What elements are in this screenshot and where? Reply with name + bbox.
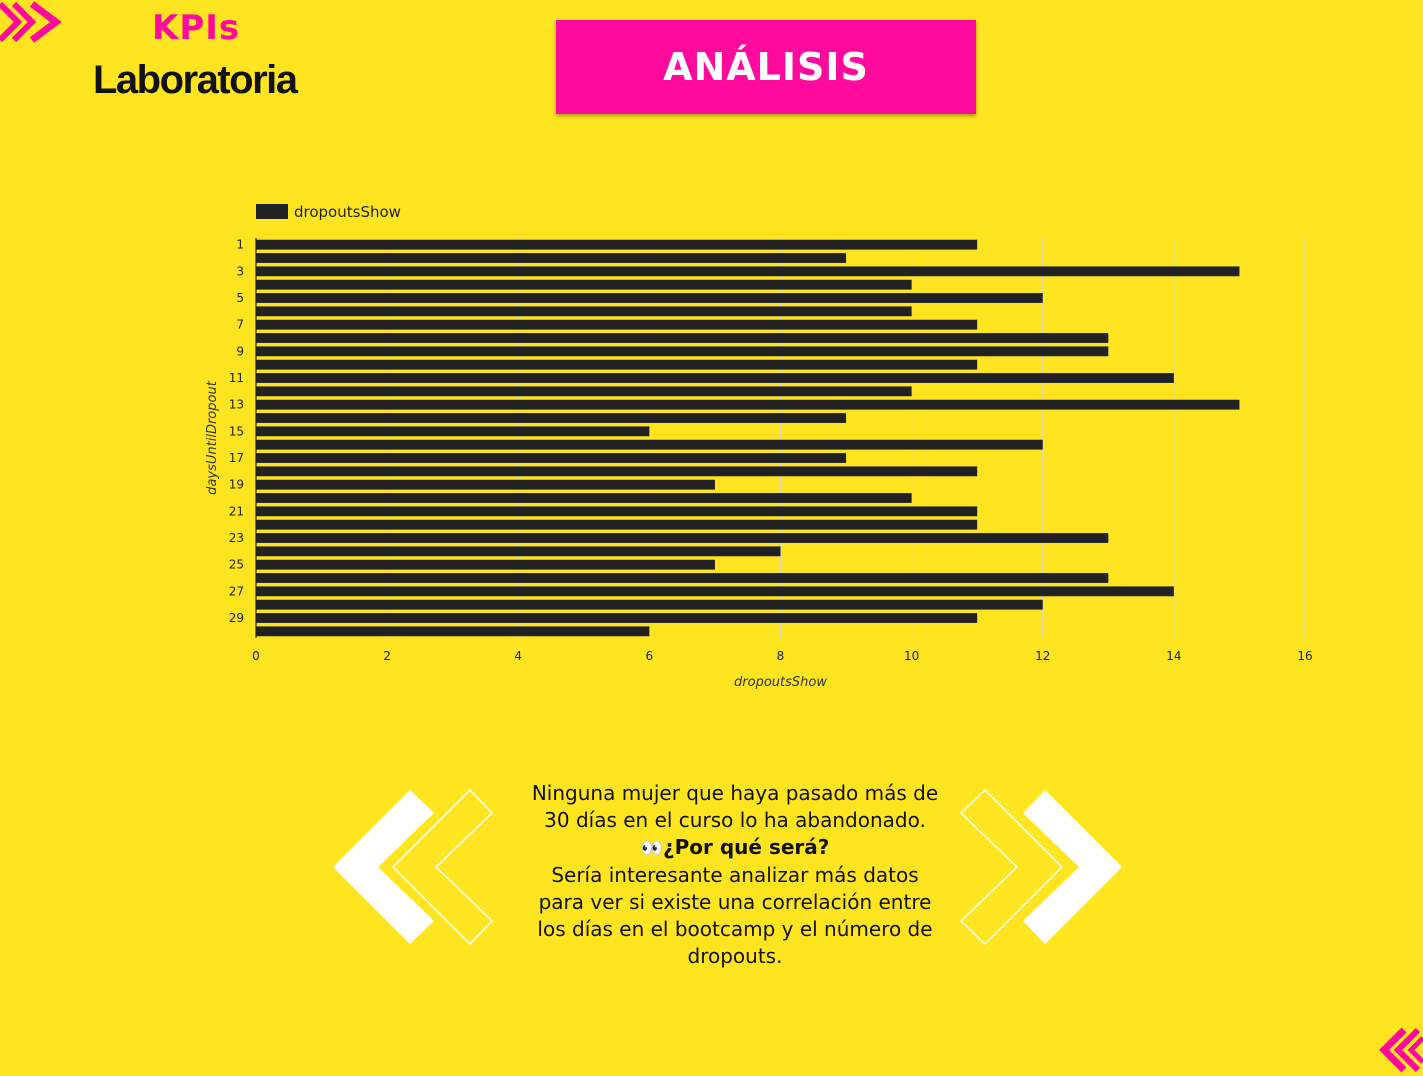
x-tick-label: 10 <box>904 649 919 663</box>
bar <box>256 373 1174 383</box>
bar <box>256 413 847 423</box>
bar <box>256 293 1043 303</box>
y-tick-label: 7 <box>236 318 244 332</box>
y-tick-label: 9 <box>236 344 244 358</box>
bar <box>256 346 1109 357</box>
y-tick-label: 13 <box>229 398 244 412</box>
y-tick-label: 23 <box>229 531 244 545</box>
bar <box>256 453 847 463</box>
note-statement: Ninguna mujer que haya pasado más de 30 … <box>531 781 939 832</box>
y-tick-label: 15 <box>229 424 244 438</box>
y-tick-label: 27 <box>229 584 244 598</box>
y-tick-label: 25 <box>229 558 244 572</box>
x-tick-label: 0 <box>252 649 260 663</box>
x-axis-title: dropoutsShow <box>734 675 827 690</box>
bar <box>256 439 1043 450</box>
bar <box>256 253 847 263</box>
double-chevron-right-icon <box>0 1 62 43</box>
bar <box>256 519 978 530</box>
y-tick-label: 5 <box>236 291 244 305</box>
bar <box>256 533 1109 543</box>
x-tick-label: 12 <box>1035 649 1050 663</box>
y-tick-label: 11 <box>229 371 244 385</box>
bar <box>256 359 978 370</box>
bar <box>256 239 978 250</box>
bar <box>256 466 978 477</box>
page-title-banner: ANÁLISIS <box>556 20 976 114</box>
bar <box>256 573 1109 583</box>
double-chevron-right-icon <box>959 788 1122 946</box>
bar <box>256 546 781 557</box>
bar <box>256 386 912 397</box>
double-chevron-left-icon <box>333 788 494 946</box>
eyes-icon: 👀 <box>640 838 664 859</box>
bar <box>256 319 978 330</box>
note-question: ¿Por qué será? <box>663 835 830 859</box>
laboratoria-logo: Laboratoria <box>93 58 298 102</box>
double-chevron-left-icon <box>1379 1027 1423 1073</box>
analysis-note: Ninguna mujer que haya pasado más de 30 … <box>530 780 940 970</box>
bar <box>256 279 912 290</box>
y-tick-label: 1 <box>236 238 244 252</box>
y-tick-label: 17 <box>229 451 244 465</box>
y-tick-label: 19 <box>229 478 244 492</box>
bar <box>256 559 715 570</box>
bar <box>256 493 912 503</box>
bar <box>256 266 1240 277</box>
legend-label: dropoutsShow <box>294 203 401 221</box>
bar <box>256 479 715 490</box>
bar <box>256 399 1240 410</box>
bar <box>256 599 1043 610</box>
bar <box>256 506 978 517</box>
kpis-label: KPIs <box>152 8 241 48</box>
x-tick-label: 6 <box>646 649 654 663</box>
bar <box>256 626 650 637</box>
x-tick-label: 16 <box>1297 649 1312 663</box>
x-tick-label: 14 <box>1166 649 1181 663</box>
note-question-line: 👀¿Por qué será? <box>530 834 940 862</box>
note-suggestion: Sería interesante analizar más datos par… <box>537 863 933 968</box>
y-tick-label: 29 <box>229 611 244 625</box>
y-tick-label: 21 <box>229 504 244 518</box>
y-tick-label: 3 <box>236 264 244 278</box>
x-tick-label: 8 <box>777 649 785 663</box>
y-axis-title: daysUntilDropout <box>205 380 220 495</box>
bar <box>256 613 978 623</box>
x-tick-label: 2 <box>383 649 391 663</box>
x-tick-label: 4 <box>514 649 522 663</box>
bar <box>256 333 1109 343</box>
legend-swatch <box>256 204 288 219</box>
bar <box>256 426 650 437</box>
bar <box>256 306 912 317</box>
bar <box>256 586 1174 597</box>
page-title: ANÁLISIS <box>663 45 869 89</box>
